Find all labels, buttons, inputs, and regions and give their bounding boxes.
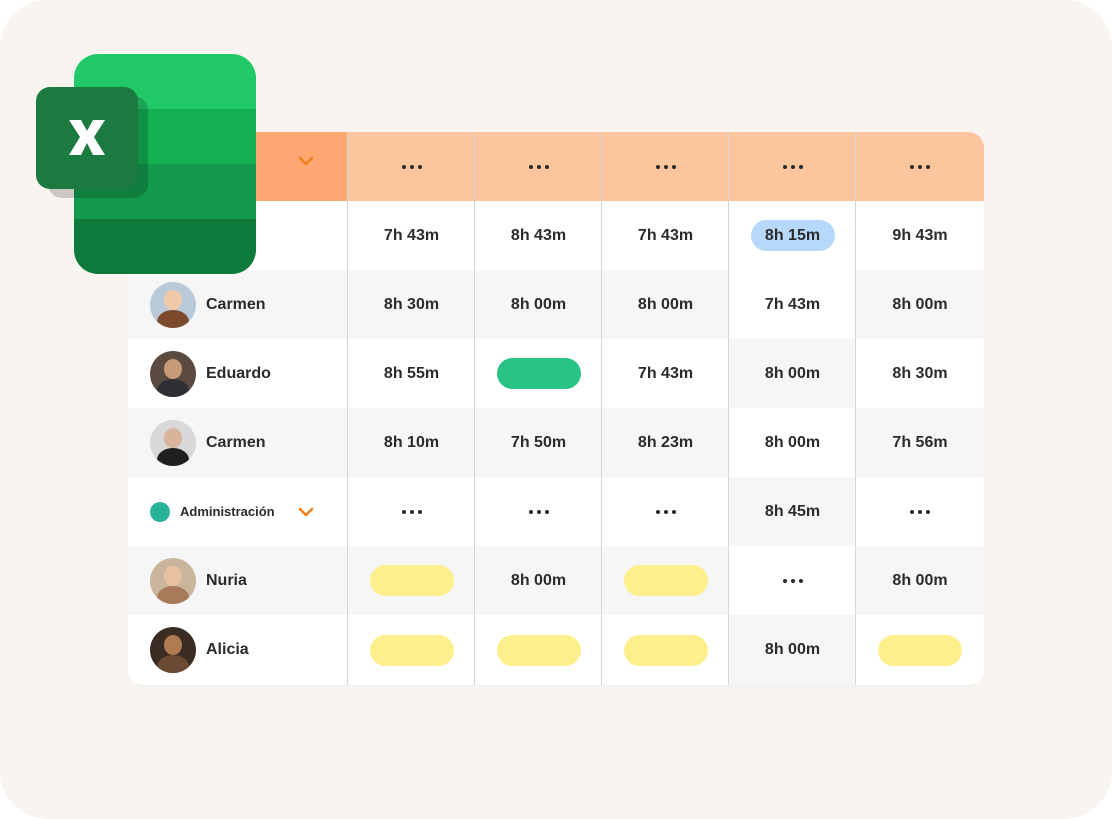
ellipsis-icon[interactable] bbox=[528, 164, 549, 169]
group-row[interactable]: Administración 8h 45m bbox=[128, 477, 984, 546]
avatar bbox=[150, 627, 196, 673]
time-cell[interactable] bbox=[348, 546, 475, 615]
column-divider bbox=[347, 132, 348, 685]
time-cell[interactable]: 8h 00m bbox=[892, 571, 948, 589]
ellipsis-icon bbox=[910, 509, 930, 514]
table-row: Eduardo 8h 55m 7h 43m 8h 00m 8h 30m bbox=[128, 339, 984, 408]
time-cell[interactable]: 8h 23m bbox=[637, 433, 694, 451]
column-divider bbox=[728, 132, 729, 685]
group-color-dot bbox=[150, 501, 170, 522]
yellow-status-pill[interactable] bbox=[623, 565, 708, 596]
table-row: 7h 43m 8h 43m 7h 43m 8h 15m 9h 43m bbox=[128, 201, 984, 270]
time-cell[interactable]: 8h 10m bbox=[383, 433, 440, 451]
avatar bbox=[150, 281, 196, 328]
row-name-cell: Carmen bbox=[128, 408, 348, 477]
table-row: Nuria 8h 00m 8h 00m bbox=[128, 546, 984, 615]
header-col-4[interactable] bbox=[729, 132, 856, 201]
header-col-1[interactable] bbox=[348, 132, 475, 201]
table-row: Alicia 8h 00m bbox=[128, 615, 984, 685]
row-name-cell: Alicia bbox=[128, 615, 348, 685]
ellipsis-icon[interactable] bbox=[782, 164, 803, 169]
column-divider bbox=[855, 132, 856, 685]
table-row: Carmen 8h 10m 7h 50m 8h 23m 8h 00m 7h 56… bbox=[128, 408, 984, 477]
chevron-down-icon[interactable] bbox=[298, 154, 314, 172]
table-row: Carmen 8h 30m 8h 00m 8h 00m 7h 43m 8h 00… bbox=[128, 270, 984, 339]
time-cell[interactable] bbox=[475, 615, 602, 685]
yellow-status-pill[interactable] bbox=[878, 634, 962, 666]
avatar bbox=[150, 350, 196, 397]
time-cell[interactable]: 7h 43m bbox=[383, 226, 440, 244]
avatar bbox=[150, 419, 196, 466]
column-divider bbox=[474, 132, 475, 685]
time-cell[interactable]: 7h 43m bbox=[637, 364, 694, 382]
time-cell[interactable] bbox=[348, 615, 475, 685]
green-status-pill[interactable] bbox=[496, 358, 581, 389]
time-cell[interactable]: 7h 50m bbox=[510, 433, 567, 451]
row-name-cell: Nuria bbox=[128, 546, 348, 615]
employee-name: Carmen bbox=[206, 433, 266, 451]
avatar bbox=[150, 557, 196, 604]
chevron-down-icon[interactable] bbox=[298, 505, 314, 523]
time-cell[interactable]: 8h 00m bbox=[892, 295, 948, 313]
time-cell[interactable]: 8h 43m bbox=[510, 226, 567, 244]
time-cell[interactable]: 8h 00m bbox=[729, 408, 856, 477]
row-name-cell: Carmen bbox=[128, 270, 348, 339]
time-cell[interactable]: 8h 45m bbox=[729, 477, 856, 546]
time-cell[interactable] bbox=[856, 615, 984, 685]
employee-name: Alicia bbox=[206, 641, 249, 658]
time-cell[interactable]: 8h 00m bbox=[510, 295, 567, 313]
yellow-status-pill[interactable] bbox=[369, 634, 454, 666]
yellow-status-pill[interactable] bbox=[496, 634, 581, 666]
time-cell[interactable] bbox=[475, 477, 602, 546]
time-cell[interactable]: 8h 00m bbox=[510, 571, 567, 589]
time-cell[interactable]: 8h 30m bbox=[892, 364, 948, 382]
time-cell[interactable] bbox=[729, 546, 856, 615]
employee-name: Eduardo bbox=[206, 364, 271, 382]
ellipsis-icon[interactable] bbox=[910, 164, 930, 169]
timesheet-table: 7h 43m 8h 43m 7h 43m 8h 15m 9h 43m Carme… bbox=[128, 132, 984, 685]
time-cell[interactable]: 8h 00m bbox=[729, 615, 856, 685]
ellipsis-icon[interactable] bbox=[401, 164, 422, 169]
group-name-cell[interactable]: Administración bbox=[128, 477, 348, 546]
group-name: Administración bbox=[180, 504, 275, 519]
ellipsis-icon bbox=[782, 578, 803, 583]
employee-name: Carmen bbox=[206, 295, 266, 313]
time-cell[interactable]: 8h 30m bbox=[383, 295, 440, 313]
ellipsis-icon bbox=[655, 509, 676, 514]
excel-logo-icon bbox=[36, 54, 256, 274]
time-cell[interactable] bbox=[475, 339, 602, 408]
time-cell[interactable] bbox=[602, 546, 729, 615]
header-col-2[interactable] bbox=[475, 132, 602, 201]
time-cell[interactable]: 8h 00m bbox=[729, 339, 856, 408]
time-cell[interactable]: 9h 43m bbox=[892, 226, 948, 244]
time-cell[interactable]: 8h 55m bbox=[383, 364, 440, 382]
ellipsis-icon[interactable] bbox=[655, 164, 676, 169]
ellipsis-icon bbox=[401, 509, 422, 514]
yellow-status-pill[interactable] bbox=[623, 634, 708, 666]
time-cell[interactable] bbox=[348, 477, 475, 546]
time-cell[interactable] bbox=[602, 615, 729, 685]
time-cell[interactable]: 7h 43m bbox=[729, 270, 856, 339]
time-cell[interactable]: 7h 56m bbox=[892, 433, 948, 451]
time-cell[interactable]: 7h 43m bbox=[637, 226, 694, 244]
time-cell[interactable] bbox=[856, 477, 984, 546]
time-cell[interactable] bbox=[602, 477, 729, 546]
column-divider bbox=[601, 132, 602, 685]
blue-time-pill[interactable]: 8h 15m bbox=[750, 220, 835, 251]
yellow-status-pill[interactable] bbox=[369, 565, 454, 596]
header-col-5[interactable] bbox=[856, 132, 984, 201]
time-cell[interactable]: 8h 00m bbox=[637, 295, 694, 313]
row-name-cell: Eduardo bbox=[128, 339, 348, 408]
ellipsis-icon bbox=[528, 509, 549, 514]
header-col-3[interactable] bbox=[602, 132, 729, 201]
time-cell-highlight[interactable]: 8h 15m bbox=[729, 201, 856, 270]
employee-name: Nuria bbox=[206, 571, 247, 589]
